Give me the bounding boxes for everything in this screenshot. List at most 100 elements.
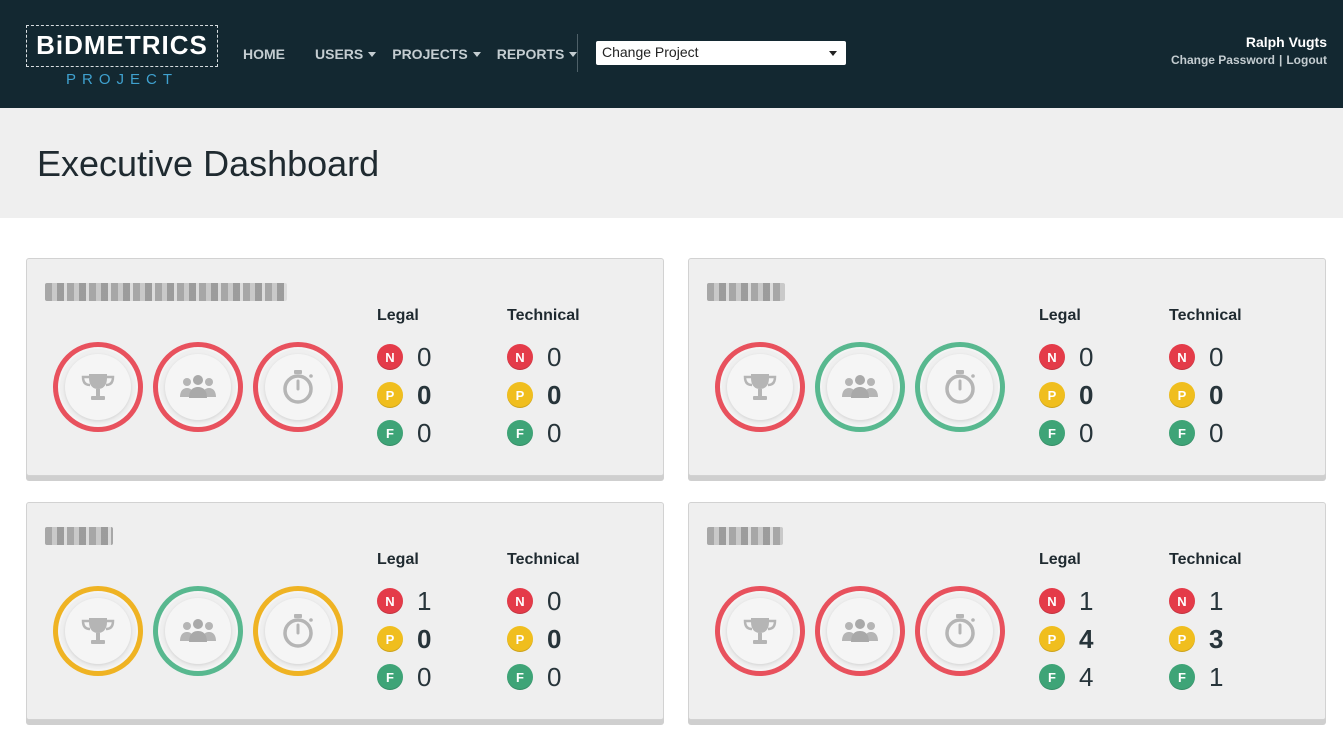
nav-projects[interactable]: PROJECTS	[392, 46, 481, 62]
legal-column-title: Legal	[377, 307, 419, 324]
technical-n-stat: N 1	[1169, 587, 1223, 615]
logo[interactable]: BiDMETRICS	[26, 25, 218, 67]
legal-f-count: 0	[1079, 418, 1094, 448]
change-project-select[interactable]: Change Project	[596, 41, 846, 65]
caret-down-icon	[569, 51, 578, 57]
status-ring-team[interactable]	[153, 342, 243, 432]
legal-p-stat: P 0	[377, 381, 431, 409]
p-badge: P	[507, 382, 533, 408]
legal-n-count: 1	[1079, 586, 1094, 616]
change-password-link[interactable]: Change Password	[1170, 53, 1275, 67]
status-ring-award[interactable]	[715, 586, 805, 676]
technical-f-stat: F 1	[1169, 663, 1223, 691]
stopwatch-icon	[945, 614, 975, 648]
technical-n-count: 1	[1209, 586, 1224, 616]
technical-f-count: 1	[1209, 662, 1224, 692]
legal-f-stat: F 0	[1039, 419, 1093, 447]
technical-n-stat: N 0	[507, 343, 561, 371]
nav-users[interactable]: USERS	[315, 46, 377, 62]
status-ring-award[interactable]	[53, 586, 143, 676]
n-badge: N	[507, 588, 533, 614]
logout-link[interactable]: Logout	[1286, 53, 1327, 67]
trophy-icon	[743, 618, 777, 644]
top-navbar: BiDMETRICS PROJECT HOME USERS PROJECTS R…	[0, 0, 1343, 108]
project-card[interactable]: Legal Technical N 1 P 0 F 0 N 0 P 0 F 0	[26, 502, 664, 720]
trophy-icon	[81, 374, 115, 400]
main-nav: HOME USERS PROJECTS REPORTS	[243, 44, 607, 64]
project-card[interactable]: Legal Technical N 1 P 4 F 4 N 1 P 3 F 1	[688, 502, 1326, 720]
n-badge: N	[1039, 588, 1065, 614]
project-name-redacted	[45, 527, 113, 545]
technical-p-count: 0	[547, 380, 562, 410]
legal-p-count: 0	[417, 624, 432, 654]
status-ring-team[interactable]	[153, 586, 243, 676]
status-ring-time[interactable]	[253, 342, 343, 432]
nav-reports[interactable]: REPORTS	[497, 46, 578, 62]
legal-f-stat: F 0	[377, 419, 431, 447]
nav-home[interactable]: HOME	[243, 46, 285, 62]
stopwatch-icon	[283, 614, 313, 648]
legal-n-stat: N 1	[377, 587, 431, 615]
technical-p-count: 0	[547, 624, 562, 654]
technical-p-stat: P 0	[1169, 381, 1223, 409]
technical-column-title: Technical	[507, 307, 580, 324]
technical-n-count: 0	[1209, 342, 1224, 372]
legal-n-count: 0	[417, 342, 432, 372]
legal-p-stat: P 4	[1039, 625, 1093, 653]
project-name-redacted	[707, 527, 783, 545]
team-icon	[842, 619, 878, 642]
technical-p-stat: P 0	[507, 625, 561, 653]
p-badge: P	[1039, 626, 1065, 652]
status-ring-award[interactable]	[715, 342, 805, 432]
team-icon	[842, 375, 878, 398]
page-title: Executive Dashboard	[37, 143, 380, 184]
technical-n-count: 0	[547, 342, 562, 372]
technical-p-count: 0	[1209, 380, 1224, 410]
legal-column-title: Legal	[1039, 551, 1081, 568]
team-icon	[180, 375, 216, 398]
technical-n-stat: N 0	[507, 587, 561, 615]
technical-f-count: 0	[547, 418, 562, 448]
technical-n-stat: N 0	[1169, 343, 1223, 371]
technical-f-stat: F 0	[507, 663, 561, 691]
status-ring-team[interactable]	[815, 586, 905, 676]
technical-p-count: 3	[1209, 624, 1224, 654]
legal-column-title: Legal	[1039, 307, 1081, 324]
legal-p-count: 0	[1079, 380, 1094, 410]
status-ring-team[interactable]	[815, 342, 905, 432]
technical-column-title: Technical	[1169, 551, 1242, 568]
project-card[interactable]: Legal Technical N 0 P 0 F 0 N 0 P 0 F 0	[26, 258, 664, 476]
status-ring-time[interactable]	[915, 342, 1005, 432]
legal-p-count: 0	[417, 380, 432, 410]
nav-projects-label: PROJECTS	[392, 46, 468, 62]
legal-n-stat: N 1	[1039, 587, 1093, 615]
trophy-icon	[743, 374, 777, 400]
technical-f-count: 0	[1209, 418, 1224, 448]
technical-n-count: 0	[547, 586, 562, 616]
legal-f-count: 0	[417, 418, 432, 448]
project-card[interactable]: Legal Technical N 0 P 0 F 0 N 0 P 0 F 0	[688, 258, 1326, 476]
status-ring-time[interactable]	[253, 586, 343, 676]
stopwatch-icon	[283, 370, 313, 404]
legal-p-stat: P 0	[1039, 381, 1093, 409]
team-icon	[180, 619, 216, 642]
technical-f-count: 0	[547, 662, 562, 692]
nav-users-label: USERS	[315, 46, 364, 62]
p-badge: P	[377, 382, 403, 408]
p-badge: P	[1169, 382, 1195, 408]
f-badge: F	[1169, 420, 1195, 446]
page-header: Executive Dashboard	[0, 108, 1343, 218]
stopwatch-icon	[945, 370, 975, 404]
nav-divider	[577, 34, 578, 72]
nav-reports-label: REPORTS	[496, 46, 565, 62]
caret-down-icon	[829, 51, 837, 56]
status-ring-time[interactable]	[915, 586, 1005, 676]
n-badge: N	[1169, 588, 1195, 614]
n-badge: N	[377, 588, 403, 614]
legal-n-stat: N 0	[377, 343, 431, 371]
f-badge: F	[1039, 664, 1065, 690]
nav-home-label: HOME	[243, 46, 285, 62]
status-ring-award[interactable]	[53, 342, 143, 432]
n-badge: N	[1169, 344, 1195, 370]
technical-f-stat: F 0	[1169, 419, 1223, 447]
